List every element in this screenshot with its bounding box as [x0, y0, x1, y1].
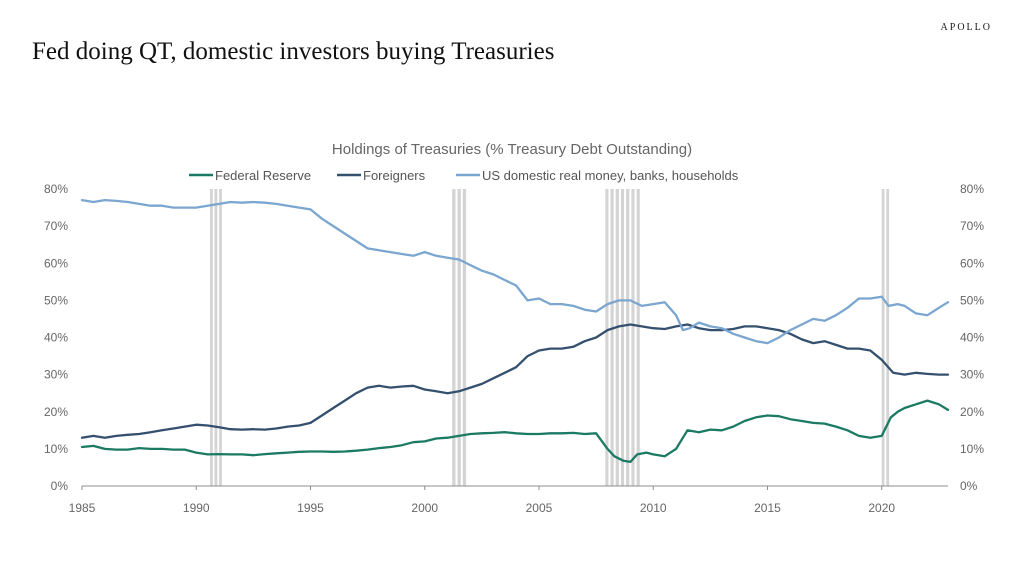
x-tick-2015: 2015	[754, 501, 781, 515]
recession-band-1-stripe-0	[452, 189, 456, 486]
x-tick-1990: 1990	[183, 501, 210, 515]
y-tick-left-50: 50%	[44, 293, 68, 307]
x-tick-2000: 2000	[411, 501, 438, 515]
page-headline: Fed doing QT, domestic investors buying …	[32, 38, 555, 65]
y-tick-right-30: 30%	[960, 368, 984, 382]
y-tick-right-60: 60%	[960, 256, 984, 270]
chart-axes: 0% 0% 10% 10% 20% 20% 30% 30% 40% 40% 50% 50% 60% 60%…	[44, 182, 984, 515]
recession-band-1-stripe-2	[462, 189, 467, 486]
y-tick-left-10: 10%	[44, 442, 68, 456]
y-tick-left-80: 80%	[44, 182, 68, 196]
brand-logo: APOLLO	[940, 22, 992, 33]
y-tick-left-20: 20%	[44, 405, 68, 419]
series-line-foreign	[80, 323, 950, 439]
recession-band-2-stripe-5	[631, 189, 635, 486]
y-tick-right-50: 50%	[960, 293, 984, 307]
y-tick-left-60: 60%	[44, 256, 68, 270]
x-tick-2005: 2005	[526, 501, 553, 515]
recession-band-3-stripe-1	[886, 189, 890, 486]
y-tick-right-80: 80%	[960, 182, 984, 196]
y-tick-left-70: 70%	[44, 219, 68, 233]
recession-band-2-stripe-6	[636, 189, 640, 486]
series-line-fed	[80, 399, 950, 464]
recession-bands	[210, 189, 890, 486]
series-line-domestic	[80, 198, 950, 345]
legend-label-domestic: US domestic real money, banks, household…	[482, 168, 739, 183]
recession-band-0-stripe-1	[214, 189, 218, 486]
chart-series	[80, 198, 950, 464]
y-tick-right-0: 0%	[960, 479, 978, 493]
x-tick-2020: 2020	[868, 501, 895, 515]
y-tick-right-20: 20%	[960, 405, 984, 419]
recession-band-1-stripe-1	[457, 189, 461, 486]
recession-band-2-stripe-4	[626, 189, 630, 486]
y-tick-left-0: 0%	[51, 479, 69, 493]
recession-band-0-stripe-2	[219, 189, 222, 486]
legend-label-foreign: Foreigners	[363, 168, 426, 183]
recession-band-2-stripe-3	[620, 189, 625, 486]
x-tick-1995: 1995	[297, 501, 324, 515]
y-tick-right-40: 40%	[960, 331, 984, 345]
legend-label-fed: Federal Reserve	[215, 168, 311, 183]
y-tick-left-30: 30%	[44, 368, 68, 382]
chart-legend: Federal Reserve Foreigners US domestic rea…	[189, 168, 739, 183]
chart-title: Holdings of Treasuries (% Treasury Debt …	[332, 141, 692, 158]
recession-band-2-stripe-2	[615, 189, 619, 486]
recession-band-3-stripe-0	[881, 189, 885, 486]
x-tick-2010: 2010	[640, 501, 667, 515]
y-tick-right-70: 70%	[960, 219, 984, 233]
y-tick-right-10: 10%	[960, 442, 984, 456]
recession-band-2-stripe-1	[610, 189, 614, 486]
y-tick-left-40: 40%	[44, 331, 68, 345]
recession-band-0-stripe-0	[210, 189, 213, 486]
recession-band-2-stripe-0	[605, 189, 609, 486]
x-tick-1985: 1985	[69, 501, 96, 515]
